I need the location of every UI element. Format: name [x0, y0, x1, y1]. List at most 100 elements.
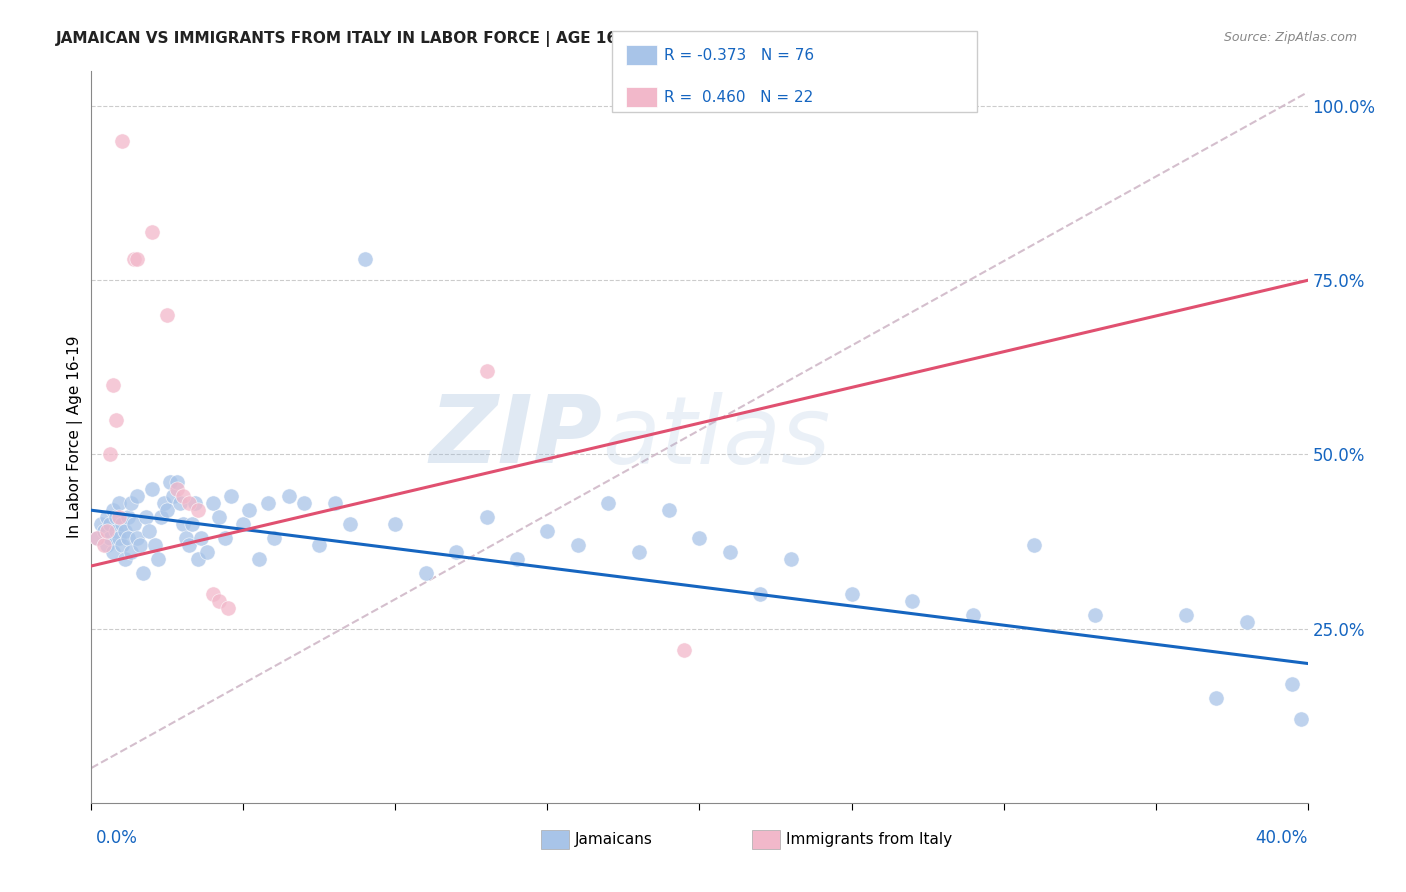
Point: [536, 524, 558, 538]
Point: [104, 524, 127, 538]
Point: [125, 252, 148, 267]
Point: [111, 517, 134, 532]
Point: [111, 134, 134, 148]
Text: Jamaicans: Jamaicans: [575, 832, 652, 847]
Point: [177, 538, 200, 552]
Point: [475, 364, 498, 378]
Text: Immigrants from Italy: Immigrants from Italy: [786, 832, 952, 847]
Point: [187, 552, 209, 566]
Point: [292, 496, 315, 510]
Point: [263, 531, 285, 545]
Text: R = -0.373   N = 76: R = -0.373 N = 76: [664, 48, 814, 62]
Point: [104, 510, 127, 524]
Point: [232, 517, 254, 532]
Point: [217, 600, 239, 615]
Point: [749, 587, 772, 601]
Point: [153, 496, 176, 510]
Point: [256, 496, 278, 510]
Point: [114, 552, 136, 566]
Point: [166, 475, 188, 490]
Point: [114, 524, 136, 538]
Text: 0.0%: 0.0%: [96, 829, 138, 847]
Point: [627, 545, 650, 559]
Point: [598, 496, 620, 510]
Point: [1291, 712, 1313, 726]
Point: [96, 538, 118, 552]
Point: [219, 489, 242, 503]
Point: [202, 496, 225, 510]
Text: Source: ZipAtlas.com: Source: ZipAtlas.com: [1223, 31, 1357, 45]
Point: [143, 538, 166, 552]
Text: R =  0.460   N = 22: R = 0.460 N = 22: [664, 90, 813, 104]
Point: [1022, 538, 1045, 552]
Point: [156, 308, 179, 322]
Point: [117, 510, 139, 524]
Point: [779, 552, 801, 566]
Point: [107, 510, 129, 524]
Point: [101, 545, 124, 559]
Point: [688, 531, 710, 545]
Point: [107, 496, 129, 510]
Point: [122, 252, 145, 267]
Point: [567, 538, 589, 552]
Point: [138, 524, 160, 538]
Point: [208, 510, 231, 524]
Point: [132, 566, 155, 580]
Point: [901, 594, 924, 608]
Point: [187, 503, 209, 517]
Point: [1174, 607, 1197, 622]
Point: [506, 552, 529, 566]
Point: [1084, 607, 1107, 622]
Point: [1236, 615, 1258, 629]
Text: JAMAICAN VS IMMIGRANTS FROM ITALY IN LABOR FORCE | AGE 16-19 CORRELATION CHART: JAMAICAN VS IMMIGRANTS FROM ITALY IN LAB…: [56, 31, 834, 47]
Point: [172, 517, 194, 532]
Point: [184, 496, 207, 510]
Point: [1281, 677, 1303, 691]
Point: [1205, 691, 1227, 706]
Point: [98, 531, 121, 545]
Point: [141, 225, 163, 239]
Point: [148, 552, 170, 566]
Point: [177, 496, 200, 510]
Point: [202, 587, 225, 601]
Text: 40.0%: 40.0%: [1256, 829, 1308, 847]
Point: [86, 531, 108, 545]
Point: [278, 489, 301, 503]
Point: [354, 252, 377, 267]
Point: [339, 517, 361, 532]
Point: [101, 377, 124, 392]
Point: [172, 489, 194, 503]
Point: [238, 503, 260, 517]
Point: [159, 475, 181, 490]
Point: [195, 545, 218, 559]
Point: [135, 510, 157, 524]
Point: [166, 483, 188, 497]
Point: [841, 587, 863, 601]
Point: [111, 538, 134, 552]
Point: [475, 510, 498, 524]
Point: [208, 594, 231, 608]
Point: [98, 448, 121, 462]
Point: [308, 538, 330, 552]
Point: [101, 503, 124, 517]
Point: [93, 524, 115, 538]
Point: [122, 517, 145, 532]
Point: [86, 531, 108, 545]
Point: [129, 538, 152, 552]
Point: [174, 531, 197, 545]
Point: [247, 552, 270, 566]
Point: [658, 503, 681, 517]
Point: [962, 607, 984, 622]
Point: [323, 496, 346, 510]
Y-axis label: In Labor Force | Age 16-19: In Labor Force | Age 16-19: [67, 335, 83, 539]
Text: ZIP: ZIP: [429, 391, 602, 483]
Point: [93, 538, 115, 552]
Point: [141, 483, 163, 497]
Point: [190, 531, 212, 545]
Point: [718, 545, 741, 559]
Point: [89, 517, 111, 532]
Point: [673, 642, 696, 657]
Point: [107, 531, 129, 545]
Point: [162, 489, 184, 503]
Point: [169, 496, 191, 510]
